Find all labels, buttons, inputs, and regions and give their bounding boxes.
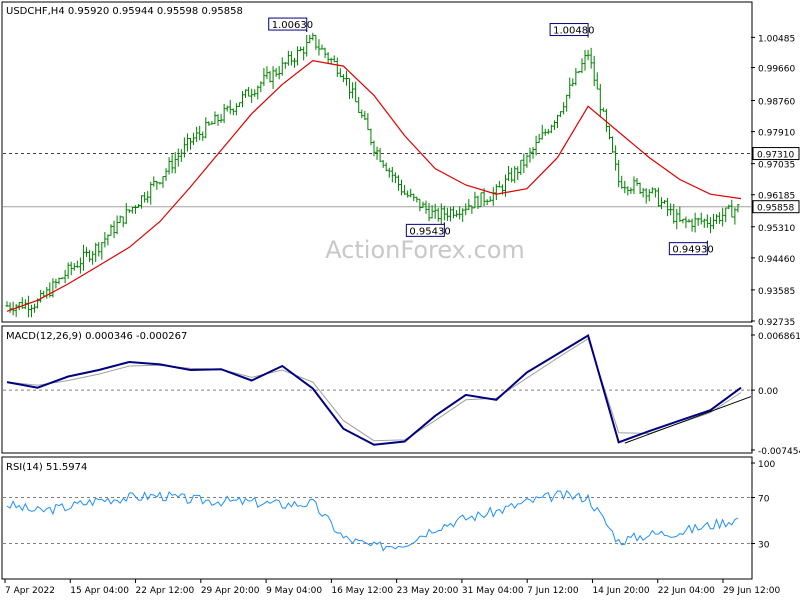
price-tick-label: 0.95310 <box>758 224 795 234</box>
x-tick-label: 14 Jun 20:00 <box>592 586 649 596</box>
price-tick-label: 0.97035 <box>758 161 795 171</box>
macd-panel <box>1 325 753 454</box>
x-tick-label: 22 Apr 12:00 <box>136 586 195 596</box>
x-tick-label: 7 Apr 2022 <box>5 586 55 596</box>
x-tick-label: 16 May 12:00 <box>331 586 393 596</box>
price-annotation-box <box>668 242 708 256</box>
x-tick-label: 15 Apr 04:00 <box>70 586 129 596</box>
macd-tick-label: 0.00 <box>758 387 778 397</box>
price-tick-label: 0.96185 <box>758 192 795 202</box>
price-annotation-box <box>549 23 589 37</box>
price-annotation-box <box>405 223 445 237</box>
rsi-tick-label: 100 <box>758 460 775 470</box>
macd-title: MACD(12,26,9) 0.000346 -0.000267 <box>6 331 187 342</box>
x-tick-label: 29 Apr 20:00 <box>201 586 260 596</box>
x-tick-label: 22 Jun 04:00 <box>658 586 715 596</box>
price-tick-label: 1.00485 <box>758 34 795 44</box>
price-layer: 1.00630 0.95430 1.00480 0.94930 <box>3 17 751 318</box>
x-tick-label: 31 May 04:00 <box>462 586 524 596</box>
price-tick-label: 0.92735 <box>758 318 795 328</box>
price-annotation-box <box>268 17 308 31</box>
price-annotation-label: 1.00630 <box>272 20 313 31</box>
rsi-line <box>6 489 739 552</box>
price-annotation-label: 0.94930 <box>672 245 713 256</box>
price-annotation-label: 0.95430 <box>409 226 450 237</box>
moving-average-line <box>6 59 742 312</box>
current-price-label-box <box>752 200 800 214</box>
price-annotation-label: 1.00480 <box>553 26 594 37</box>
price-tick-label: 0.94460 <box>758 255 795 265</box>
macd-trendline <box>624 396 752 444</box>
resistance-level-label: 0.97310 <box>757 151 794 161</box>
watermark: ActionForex.com <box>325 236 525 264</box>
rsi-layer <box>3 489 751 552</box>
macd-layer <box>3 333 752 446</box>
rsi-panel <box>1 456 753 580</box>
price-title: USDCHF,H4 0.95920 0.95944 0.95598 0.9585… <box>6 6 243 17</box>
rsi-tick-label: 30 <box>758 541 770 551</box>
rsi-tick-label: 70 <box>758 495 770 505</box>
resistance-level-label-box <box>752 147 800 161</box>
axis-layer: 1.00485 0.99660 0.98760 0.97910 0.97035 0.961… <box>4 34 800 596</box>
price-tick-label: 0.93585 <box>758 287 795 297</box>
macd-line <box>6 333 742 446</box>
x-tick-label: 29 Jun 12:00 <box>723 586 780 596</box>
macd-tick-label: -0.007454 <box>758 447 800 457</box>
macd-tick-label: 0.006861 <box>758 332 800 342</box>
x-tick-label: 23 May 20:00 <box>397 586 459 596</box>
price-tick-label: 0.99660 <box>758 65 795 75</box>
rsi-title: RSI(14) 51.5974 <box>6 462 87 473</box>
x-tick-label: 9 May 04:00 <box>266 586 322 596</box>
price-tick-label: 0.97910 <box>758 129 795 139</box>
price-panel <box>1 1 753 323</box>
x-tick-label: 7 Jun 12:00 <box>527 586 579 596</box>
current-price-label: 0.95858 <box>757 204 794 214</box>
macd-signal-line <box>6 337 742 442</box>
price-tick-label: 0.98760 <box>758 97 795 107</box>
